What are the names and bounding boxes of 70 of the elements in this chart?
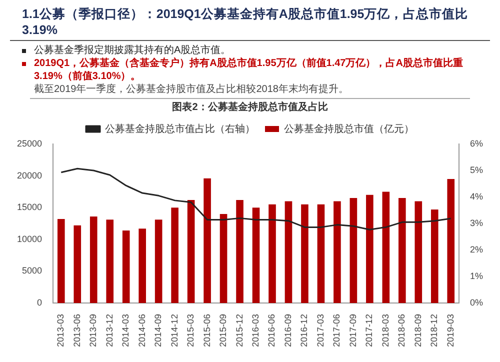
chart-title: 1.1公募（季报口径）：2019Q1公募基金持有A股总市值1.95万亿，占总市值比3.19% bbox=[10, 0, 490, 41]
x-tick-label: 2016-12 bbox=[299, 314, 310, 347]
bar bbox=[252, 208, 260, 303]
x-tick-label: 2014-12 bbox=[169, 314, 180, 347]
y2-tick-label: 6% bbox=[470, 138, 484, 148]
bar bbox=[187, 200, 195, 303]
bar bbox=[447, 178, 455, 303]
bar bbox=[350, 198, 358, 303]
bar bbox=[414, 201, 422, 303]
bar bbox=[154, 220, 162, 303]
text: 截至2019年一季度，公募基金持股市值及占比相较2018年末均有提升。 bbox=[34, 83, 350, 96]
x-tick-label: 2015-09 bbox=[218, 314, 228, 347]
x-tick-label: 2013-09 bbox=[88, 314, 98, 347]
y2-tick-label: 2% bbox=[470, 244, 484, 254]
text: 公募基金季报定期披露其持有的A股总市值。 bbox=[34, 45, 231, 56]
x-tick-label: 2016-03 bbox=[250, 314, 260, 347]
x-tick-label: 2017-09 bbox=[348, 314, 358, 347]
x-tick-label: 2016-09 bbox=[282, 314, 293, 347]
text: 2019Q1，公募基金（含基金专户）持有A股总市值1.95万亿（前值1.47万亿），占A股总市值比重3.19%（前值3.10%）。 bbox=[34, 58, 463, 82]
bar bbox=[268, 204, 276, 303]
x-tick-label: 2018-09 bbox=[412, 314, 423, 347]
bar bbox=[301, 204, 308, 303]
bar bbox=[122, 230, 130, 303]
bar bbox=[138, 228, 146, 303]
x-tick-label: 2015-06 bbox=[202, 314, 212, 347]
y-tick-label: 10000 bbox=[16, 234, 42, 244]
x-tick-label: 2013-06 bbox=[72, 314, 82, 347]
y2-tick-label: 3% bbox=[470, 218, 484, 228]
bar bbox=[57, 219, 65, 303]
bar bbox=[204, 178, 211, 303]
y-tick-label: 15000 bbox=[16, 202, 42, 212]
y2-tick-label: 5% bbox=[470, 164, 484, 175]
x-tick-label: 2018-03 bbox=[380, 314, 390, 347]
bar bbox=[334, 201, 341, 303]
chart-subtitle: 图表2：公募基金持股总市值及占比 bbox=[30, 98, 470, 114]
bar bbox=[382, 192, 390, 303]
x-tick-label: 2013-03 bbox=[56, 314, 66, 347]
x-tick-label: 2015-03 bbox=[186, 314, 196, 347]
bar bbox=[430, 209, 438, 303]
x-tick-label: 2016-06 bbox=[266, 314, 277, 347]
bar bbox=[284, 201, 292, 303]
y-tick-label: 5000 bbox=[22, 266, 42, 276]
x-tick-label: 2014-03 bbox=[120, 314, 131, 347]
bar bbox=[90, 216, 98, 303]
x-tick-label: 2013-12 bbox=[104, 314, 114, 347]
x-tick-label: 2014-06 bbox=[136, 314, 147, 347]
legend-label: 公募基金持股总市值占比（右轴） bbox=[105, 122, 255, 135]
x-tick-label: 2017-03 bbox=[315, 314, 326, 347]
bar bbox=[398, 198, 406, 303]
bar bbox=[74, 225, 82, 303]
y2-tick-label: 4% bbox=[470, 191, 484, 202]
bar bbox=[171, 208, 178, 303]
x-tick-label: 2018-12 bbox=[429, 314, 440, 347]
bar bbox=[220, 214, 228, 303]
bar bbox=[106, 220, 114, 303]
y-tick-label: 20000 bbox=[16, 170, 42, 180]
bar bbox=[236, 200, 244, 303]
x-tick-label: 2019-03 bbox=[445, 314, 456, 347]
x-tick-label: 2017-12 bbox=[364, 314, 374, 347]
legend-label: 公募基金持股总市值（亿元） bbox=[284, 122, 414, 135]
x-tick-label: 2014-09 bbox=[153, 314, 164, 347]
x-tick-label: 2018-06 bbox=[396, 314, 407, 347]
y-tick-label: 0 bbox=[37, 297, 42, 308]
bar bbox=[317, 204, 325, 303]
x-tick-label: 2015-12 bbox=[234, 314, 244, 347]
y2-tick-label: 1% bbox=[470, 270, 484, 281]
bar bbox=[366, 194, 374, 303]
y2-tick-label: 0% bbox=[470, 297, 484, 308]
x-tick-label: 2017-06 bbox=[332, 314, 342, 347]
y-tick-label: 25000 bbox=[16, 138, 42, 148]
